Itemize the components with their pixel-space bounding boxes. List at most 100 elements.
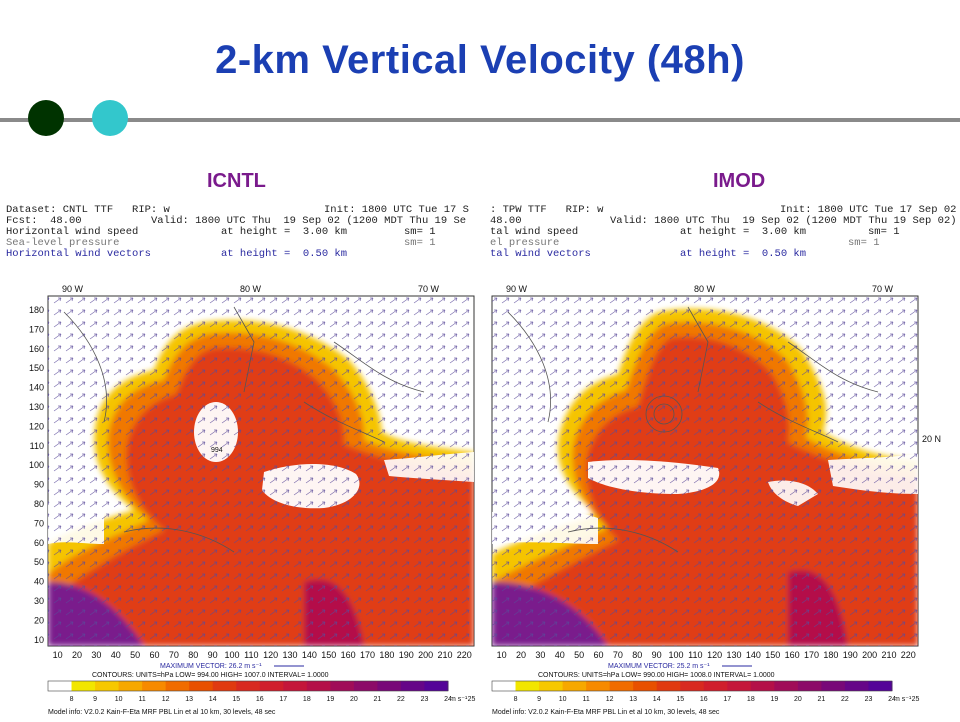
colorbar-swatch	[330, 681, 355, 691]
model-info-text: Model info: V2.0.2 Kain-F-Eta MRF PBL Li…	[492, 709, 720, 716]
field1-text: Horizontal wind speed	[6, 226, 139, 238]
colorbar-ticks: 8 9 10 11 12 13 14 15 16 17 18 19 20 21 22 23 24 25m s⁻¹	[514, 696, 920, 703]
max-vector-text: MAXIMUM VECTOR: 25.2 m s⁻¹	[608, 663, 710, 670]
colorbar-tick-label: 23	[421, 696, 429, 703]
colorbar-swatch	[562, 681, 587, 691]
colorbar-swatch	[586, 681, 611, 691]
contours-text: CONTOURS: UNITS=hPa LOW= 994.00 HIGH= 10…	[92, 672, 329, 679]
y-tick-label: 140	[29, 383, 44, 393]
colorbar-tick-label: 9	[93, 696, 97, 703]
colorbar-ticks: 8 9 10 11 12 13 14 15 16 17 18 19 20 21 22 23 24 25m s⁻¹	[70, 696, 476, 703]
field2-text: el pressure	[490, 237, 560, 249]
colorbar-tick-label: 18	[303, 696, 311, 703]
forecast-map-left: 994 90 W 80 W 70 W 180 170 160 150 140 130 120…	[4, 282, 480, 722]
lon-label: 80 W	[240, 284, 262, 294]
colorbar-swatch	[703, 681, 728, 691]
colorbar-swatch	[306, 681, 331, 691]
colorbar-tick-label: 13	[185, 696, 193, 703]
colorbar-tick-label: 20	[350, 696, 358, 703]
y-tick-label: 170	[29, 324, 44, 334]
colorbar-tick-label: 16	[256, 696, 264, 703]
velocity-field: 994	[48, 296, 474, 646]
y-tick-label: 30	[34, 596, 44, 606]
colorbar-swatch	[539, 681, 564, 691]
y-tick-label: 110	[30, 441, 44, 451]
x-tick-label: 30	[91, 650, 101, 660]
colorbar-swatch	[283, 681, 308, 691]
model-info-text: Model info: V2.0.2 Kain-F-Eta MRF PBL Li…	[48, 709, 276, 716]
y-tick-label: 70	[34, 518, 44, 528]
colorbar-tick-label: 8	[514, 696, 518, 703]
colorbar-tick-label: 12	[162, 696, 170, 703]
x-tick-label: 180	[823, 650, 838, 660]
dataset-text: : TPW TTF RIP: w	[490, 205, 604, 216]
colorbar-swatch	[868, 681, 893, 691]
x-tick-label: 140	[302, 650, 317, 660]
colorbar-swatch	[212, 681, 237, 691]
colorbar-border	[491, 680, 893, 692]
colorbar	[491, 680, 893, 692]
colorbar-swatch	[142, 681, 167, 691]
colorbar-swatch	[492, 681, 517, 691]
x-tick-label: 70	[169, 650, 179, 660]
x-ticks: 10 20 30 40 50 60 70 80 90 100 110 120 130 140 150 160 1…	[497, 650, 916, 660]
y-tick-label: 100	[29, 460, 44, 470]
colorbar-swatch	[353, 681, 378, 691]
valid-text: Valid: 1800 UTC Thu 19 Sep 02 (1200 MDT …	[151, 215, 467, 227]
colorbar-tick-label: 15	[232, 696, 240, 703]
lon-label: 70 W	[872, 284, 894, 294]
field1-text: tal wind speed	[490, 226, 579, 238]
x-tick-label: 20	[516, 650, 526, 660]
colorbar-tick-label: 23	[865, 696, 873, 703]
colorbar-swatch	[95, 681, 120, 691]
x-tick-label: 160	[785, 650, 800, 660]
x-tick-label: 180	[379, 650, 394, 660]
colorbar-swatch	[844, 681, 869, 691]
colorbar	[47, 680, 449, 692]
colorbar-swatch	[774, 681, 799, 691]
field3-text: Horizontal wind vectors	[6, 248, 151, 260]
colorbar-tick-label: 15	[676, 696, 684, 703]
colorbar-swatch	[71, 681, 96, 691]
x-tick-label: 40	[555, 650, 565, 660]
x-tick-label: 10	[497, 650, 507, 660]
y-tick-label: 120	[29, 421, 44, 431]
lon-label: 90 W	[506, 284, 528, 294]
colorbar-tick-label: 18	[747, 696, 755, 703]
x-ticks: 10 20 30 40 50 60 70 80 90 100 110 120 130 140 150 160 1…	[53, 650, 472, 660]
x-tick-label: 80	[632, 650, 642, 660]
field1-sm: sm= 1	[404, 226, 436, 238]
colorbar-swatch	[680, 681, 705, 691]
x-tick-label: 30	[535, 650, 545, 660]
y-ticks: 180 170 160 150 140 130 120 110 100 90 80 70 60 50 40 3…	[29, 305, 44, 645]
colorbar-swatch	[48, 681, 73, 691]
field3-text: tal wind vectors	[490, 248, 591, 260]
y-tick-label: 10	[34, 635, 44, 645]
velocity-field	[492, 296, 918, 646]
colorbar-swatch	[727, 681, 752, 691]
x-tick-label: 50	[130, 650, 140, 660]
x-tick-label: 100	[224, 650, 239, 660]
colorbar-swatch	[656, 681, 681, 691]
field2-text: Sea-level pressure	[6, 237, 120, 249]
y-tick-label: 90	[34, 480, 44, 490]
forecast-map-right: 90 W 80 W 70 W 20 N 10 20 30 40 50 60 70 80 90 10…	[488, 282, 960, 722]
colorbar-swatch	[236, 681, 261, 691]
colorbar-tick-label: 11	[138, 696, 145, 703]
field3-height: at height = 0.50 km	[680, 248, 807, 260]
contours-text: CONTOURS: UNITS=hPa LOW= 990.00 HIGH= 10…	[538, 672, 775, 679]
colorbar-tick-label: 9	[537, 696, 541, 703]
lon-label: 70 W	[418, 284, 440, 294]
x-tick-label: 210	[881, 650, 896, 660]
x-tick-label: 170	[804, 650, 819, 660]
colorbar-tick-label: 8	[70, 696, 74, 703]
x-tick-label: 190	[843, 650, 858, 660]
decor-dot-cyan	[92, 100, 128, 136]
colorbar-swatch	[821, 681, 846, 691]
valid-text: Valid: 1800 UTC Thu 19 Sep 02 (1200 MDT …	[610, 215, 956, 227]
x-tick-label: 130	[727, 650, 742, 660]
y-tick-label: 130	[29, 402, 44, 412]
y-tick-label: 60	[34, 538, 44, 548]
x-tick-label: 140	[746, 650, 761, 660]
panel-label-right: IMOD	[713, 170, 766, 192]
